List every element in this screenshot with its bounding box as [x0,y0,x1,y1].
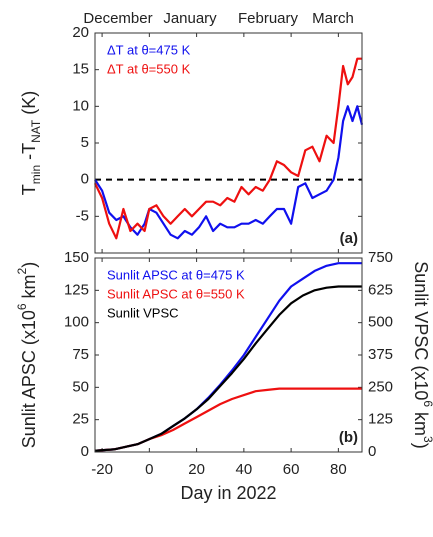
axis-label-part: Sunlit APSC (x10 [19,310,39,448]
x-tick-label: -20 [91,461,113,478]
y-tick-label: 0 [81,443,89,460]
y-tick-label: 125 [64,281,89,298]
x-tick-label: 80 [330,461,347,478]
axis-label-part: 2 [15,267,29,274]
y2-tick-label: 500 [368,314,393,331]
y-tick-label: -5 [76,207,89,224]
y-tick-label: 15 [72,61,89,78]
series-line [94,105,364,240]
y2-tick-label: 625 [368,281,393,298]
axis-label-part: ) [411,443,431,449]
month-label: February [238,10,299,27]
series-line [94,387,362,452]
y-tick-label: 20 [72,24,89,41]
y-tick-label: 50 [72,378,89,395]
axis-label-part: ) [19,262,39,268]
x-tick-label: 60 [283,461,300,478]
plot-frame [94,32,363,254]
axis-label-part: Sunlit VPSC (x10 [411,261,431,400]
y2-tick-label: 375 [368,346,393,363]
axis-label-part: T [19,184,39,195]
axis-label: Tmin -TNAT (K) [19,91,43,195]
y-tick-label: 10 [72,97,89,114]
y2-tick-label: 250 [368,378,393,395]
y-tick-label: 100 [64,314,89,331]
month-label: March [312,10,354,27]
series-line [94,57,362,240]
axis-label-part: NAT [29,119,43,143]
axis-label-part: 3 [421,436,433,443]
series-line [94,285,362,452]
y2-tick-label: 0 [368,443,376,460]
y-tick-label: 75 [72,346,89,363]
legend-entry: Sunlit VPSC [107,305,179,320]
plot-frame [94,257,363,453]
y2-tick-label: 750 [368,249,393,266]
axis-label-part: 6 [15,303,29,310]
legend-entry: Sunlit APSC at θ=550 K [107,286,245,301]
month-label: December [83,10,152,27]
y-tick-label: 150 [64,249,89,266]
legend-entry: ΔT at θ=550 K [107,61,191,76]
x-axis-label: Day in 2022 [180,483,276,503]
y-tick-label: 5 [81,134,89,151]
axis-label-part: -T [19,143,39,165]
legend-entry: Sunlit APSC at θ=475 K [107,267,245,282]
axis-label-part: km [411,407,431,436]
panel-label: (b) [339,429,358,446]
axis-label: Sunlit VPSC (x106 km3) [411,261,433,448]
axis-label: Sunlit APSC (x106 km2) [15,262,39,448]
x-tick-label: 20 [188,461,205,478]
x-tick-label: 0 [145,461,153,478]
y2-tick-label: 125 [368,411,393,428]
month-label: January [163,10,217,27]
y-tick-label: 0 [81,171,89,188]
axis-label-part: (K) [19,91,39,120]
y-tick-label: 25 [72,411,89,428]
axis-label-part: 6 [421,400,433,407]
x-tick-label: 40 [236,461,253,478]
panel-label: (a) [340,230,358,247]
axis-label-part: min [29,165,43,184]
legend-entry: ΔT at θ=475 K [107,42,191,57]
axis-label-part: km [19,274,39,303]
